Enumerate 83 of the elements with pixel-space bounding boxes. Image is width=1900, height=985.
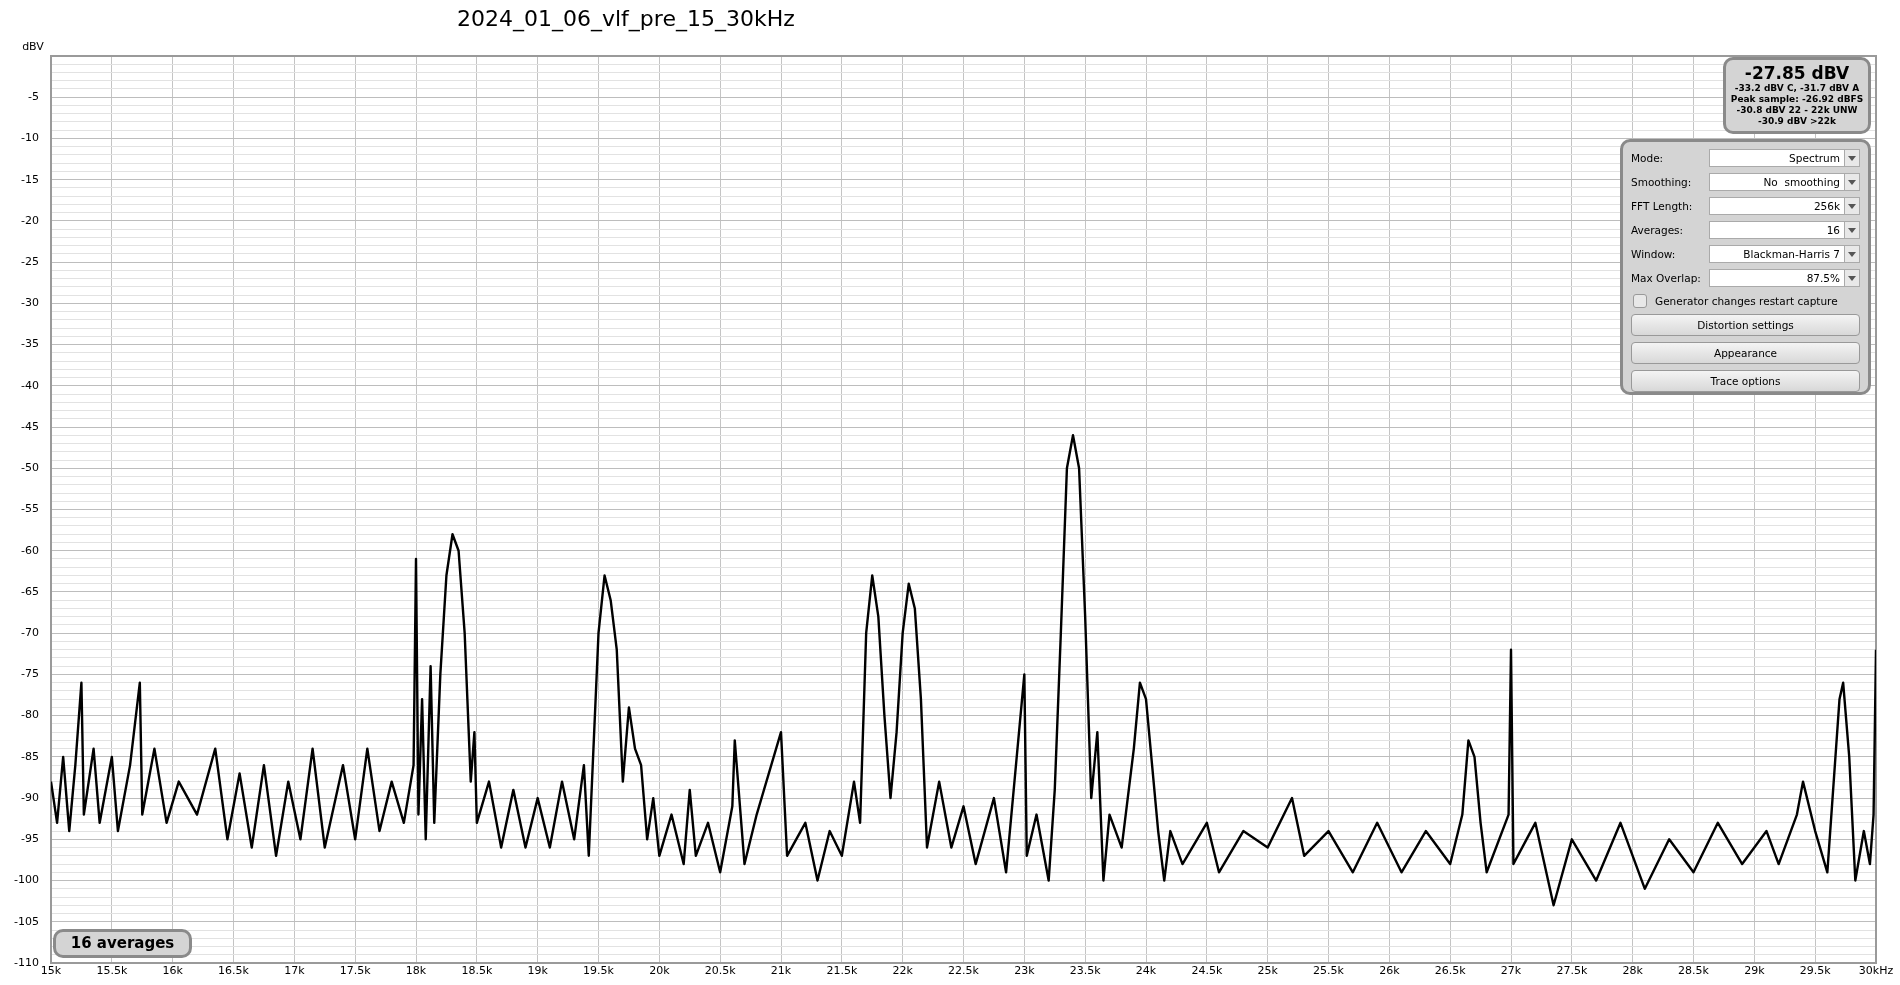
button: Distortion settings — [1631, 314, 1860, 336]
y-tick-label: -60 — [21, 543, 39, 557]
annotation: Mode: — [1631, 152, 1665, 164]
y-tick-label: -75 — [21, 667, 39, 681]
y-tick-label: -95 — [21, 832, 39, 846]
y-tick-label: -40 — [21, 378, 39, 392]
x-tick-label: 29.5k — [1799, 964, 1832, 978]
x-tick-label: 24.5k — [1191, 964, 1223, 978]
x-tick-label: 16k — [162, 964, 184, 978]
x-tick-label: 20.5k — [704, 964, 737, 978]
x-tick-label: 24k — [1135, 964, 1157, 978]
dropdown-field: 87.5% — [1709, 269, 1860, 287]
y-tick-label: -105 — [14, 914, 39, 928]
averages-badge: 16 averages — [53, 929, 192, 958]
x-tick-label: 15.5k — [96, 964, 128, 978]
x-tick-label: 27k — [1500, 964, 1522, 978]
x-tick-label: 18.5k — [461, 964, 493, 978]
chart-title: 2024_01_06_vlf_pre_15_30kHz — [457, 5, 795, 32]
dropdown-field: Spectrum — [1709, 149, 1860, 167]
x-tick-label: 20k — [649, 964, 671, 978]
y-tick-label: -100 — [14, 873, 39, 887]
annotation: -27.85 dBV — [1743, 63, 1851, 83]
dropdown-field: 16 — [1709, 221, 1860, 239]
button: Appearance — [1631, 342, 1860, 364]
y-tick-label: -10 — [21, 131, 39, 145]
annotation: FFT Length: — [1631, 200, 1694, 212]
x-tick-label: 22k — [892, 964, 914, 978]
y-tick-label: -90 — [21, 790, 39, 804]
annotation: -30.8 dBV 22 - 22k UNW — [1735, 105, 1859, 116]
annotation: 16 — [1826, 224, 1841, 236]
x-tick-label: 28.5k — [1678, 964, 1710, 978]
x-tick-label: 17.5k — [339, 964, 372, 978]
x-tick-label: 16.5k — [218, 964, 250, 978]
annotation: Peak sample: -26.92 dBFS — [1729, 94, 1865, 105]
annotation: Averages: — [1631, 224, 1685, 236]
x-tick-label: 17k — [284, 964, 306, 978]
x-tick-label: 15k — [40, 964, 62, 978]
annotation: No smoothing — [1763, 176, 1841, 188]
y-tick-label: -20 — [21, 213, 39, 227]
y-tick-label: -65 — [21, 584, 39, 598]
annotation: 87.5% — [1806, 272, 1841, 284]
annotation: -30.9 dBV >22k — [1756, 116, 1838, 127]
x-tick-label: 25k — [1257, 964, 1279, 978]
x-tick-label: 23.5k — [1069, 964, 1102, 978]
x-tick-label: 19.5k — [583, 964, 615, 978]
y-tick-label: -35 — [21, 337, 39, 351]
y-tick-label: -15 — [21, 172, 39, 186]
annotation: Blackman-Harris 7 — [1743, 248, 1841, 260]
x-tick-label: 27.5k — [1556, 964, 1588, 978]
x-tick-label: 21.5k — [826, 964, 858, 978]
x-tick-label: 22.5k — [948, 964, 980, 978]
y-tick-label: -50 — [21, 461, 39, 475]
y-axis-title: dBV — [22, 40, 45, 54]
y-tick-label: -25 — [21, 255, 39, 268]
annotation: Max Overlap: — [1631, 272, 1702, 284]
annotation: Spectrum — [1789, 152, 1841, 164]
y-tick-label: -110 — [14, 955, 39, 969]
x-tick-label: 23k — [1014, 964, 1036, 978]
x-tick-label: 30kHz — [1858, 964, 1894, 978]
x-tick-label: 21k — [770, 964, 792, 978]
annotation: Smoothing: — [1631, 176, 1693, 188]
annotation: 256k — [1813, 200, 1841, 212]
annotation: -33.2 dBV C, -31.7 dBV A — [1733, 83, 1861, 94]
annotation: Window: — [1631, 248, 1677, 260]
y-tick-label: -30 — [21, 296, 39, 310]
dropdown-field: 256k — [1709, 197, 1860, 215]
x-tick-label: 19k — [527, 964, 549, 978]
x-tick-label: 18k — [405, 964, 427, 978]
y-tick-label: -45 — [21, 419, 39, 433]
x-tick-label: 29k — [1744, 964, 1766, 978]
x-tick-label: 26.5k — [1434, 964, 1467, 978]
y-tick-label: -80 — [21, 708, 39, 722]
dropdown-field: Blackman-Harris 7 — [1709, 245, 1860, 263]
annotation: Generator changes restart capture — [1655, 295, 1838, 307]
x-tick-label: 28k — [1622, 964, 1644, 978]
button: Trace options — [1631, 370, 1860, 392]
x-tick-label: 26k — [1379, 964, 1401, 978]
dropdown-field: No smoothing — [1709, 173, 1860, 191]
y-tick-label: -5 — [28, 90, 39, 104]
x-tick-label: 25.5k — [1313, 964, 1345, 978]
y-tick-label: -70 — [21, 626, 39, 640]
y-tick-label: -55 — [21, 502, 39, 516]
y-tick-label: -85 — [21, 749, 39, 763]
